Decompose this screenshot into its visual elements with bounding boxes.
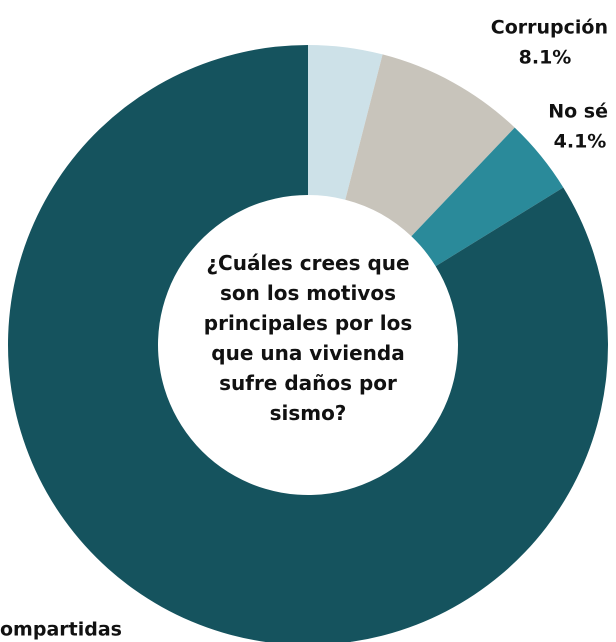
slice xyxy=(308,45,383,200)
slice-label: ompartidas xyxy=(0,619,122,641)
slice xyxy=(411,127,564,267)
slice xyxy=(345,54,515,237)
value-label: 4.1% xyxy=(554,131,607,153)
slice-label: No sé xyxy=(548,101,608,123)
slice xyxy=(8,45,608,642)
slice-label: Corrupción xyxy=(491,17,608,39)
chart-title: ¿Cuáles crees que son los motivos princi… xyxy=(203,251,413,425)
value-label: 8.1% xyxy=(519,47,572,69)
